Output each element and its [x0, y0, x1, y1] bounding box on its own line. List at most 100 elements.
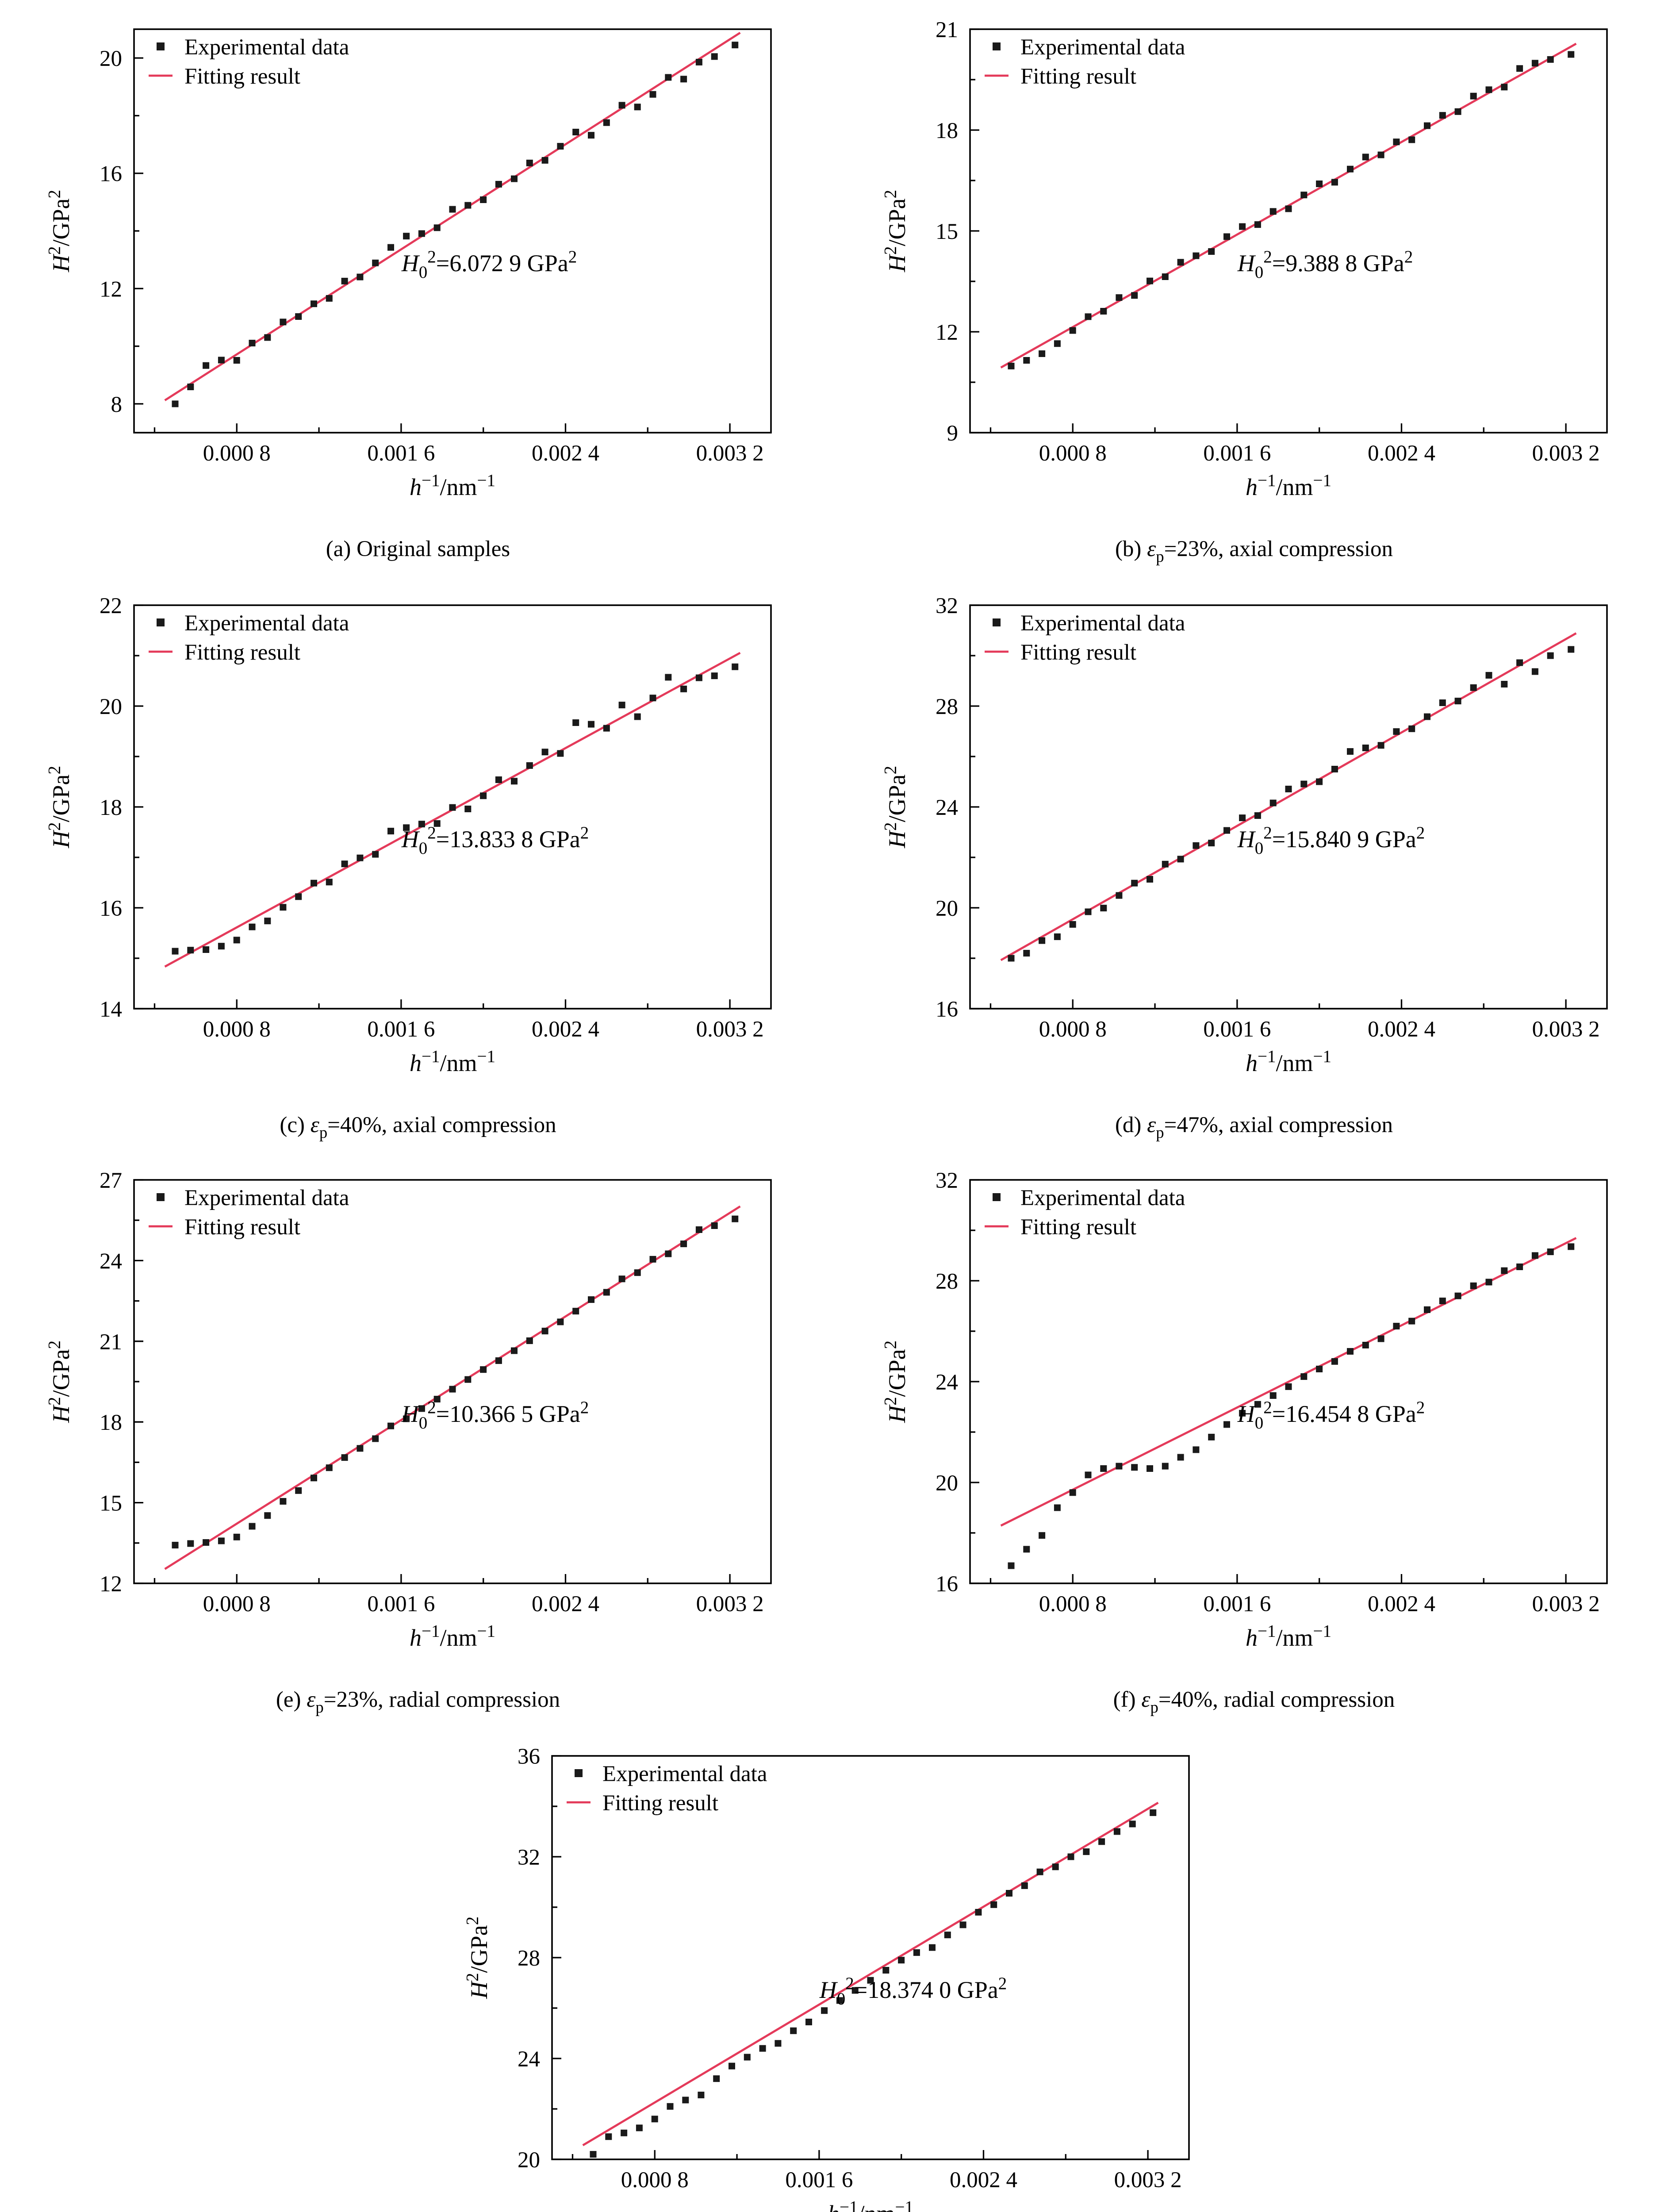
x-axis-label: h−1/nm−1: [410, 471, 495, 500]
data-point: [1098, 1838, 1105, 1845]
data-point: [172, 1542, 179, 1549]
data-point: [634, 1270, 641, 1277]
data-point: [1208, 839, 1215, 846]
legend-fitting-label: Fitting result: [1020, 640, 1136, 664]
data-point: [249, 923, 256, 930]
y-tick-label: 20: [518, 2148, 540, 2173]
data-point: [1485, 671, 1492, 678]
x-tick-label: 0.003 2: [1532, 441, 1600, 466]
data-point: [1054, 933, 1061, 940]
legend-point-marker: [157, 618, 165, 626]
y-tick-label: 24: [936, 795, 958, 820]
caption-c: (c) εp=40%, axial compression: [280, 1112, 556, 1142]
tick-labels: 0.000 8 0.001 6 0.002 4 0.003 2 16 20 24 28 32: [936, 1169, 1600, 1617]
y-tick-label: 24: [100, 1249, 122, 1274]
data-point: [233, 936, 240, 943]
data-point: [511, 175, 518, 182]
data-point: [1069, 1490, 1076, 1497]
data-point: [944, 1932, 951, 1939]
data-point: [1239, 1410, 1246, 1417]
data-point: [1331, 1358, 1338, 1365]
y-tick-label: 32: [518, 1845, 540, 1870]
data-point: [1408, 725, 1415, 732]
data-point: [1208, 1434, 1215, 1441]
data-point: [387, 244, 394, 251]
data-point: [590, 2151, 597, 2158]
data-point: [1008, 1563, 1015, 1570]
data-point: [1131, 1464, 1138, 1471]
data-point: [1054, 340, 1061, 347]
data-point: [1006, 1890, 1012, 1897]
data-point: [1285, 785, 1292, 792]
data-point: [1285, 1383, 1292, 1390]
data-point: [665, 74, 672, 81]
y-tick-label: 14: [100, 997, 122, 1022]
data-point: [588, 1297, 594, 1304]
data-point: [1100, 1466, 1107, 1473]
data-point: [680, 76, 687, 83]
y-tick-label: 16: [100, 896, 122, 921]
data-point: [1408, 1318, 1415, 1325]
y-tick-label: 9: [947, 421, 959, 446]
data-point: [218, 942, 225, 949]
data-point: [695, 58, 702, 65]
data-point: [1439, 112, 1446, 119]
legend: Experimental data Fitting result: [149, 611, 349, 664]
tick-labels: 0.000 8 0.001 6 0.002 4 0.003 2 12 15 18 21 24 27: [100, 1169, 764, 1617]
data-point: [1362, 154, 1369, 161]
data-point: [1377, 741, 1384, 749]
data-point: [264, 917, 271, 924]
y-tick-label: 12: [936, 320, 958, 345]
data-point: [557, 143, 564, 150]
data-point: [433, 224, 441, 231]
data-point: [1039, 1532, 1046, 1540]
data-point: [311, 300, 317, 307]
legend: Experimental data Fitting result: [985, 1186, 1185, 1240]
legend-experimental-label: Experimental data: [1020, 611, 1185, 635]
data-point: [1116, 294, 1123, 301]
data-point: [1069, 921, 1076, 928]
data-point: [975, 1909, 982, 1916]
data-point: [1116, 1463, 1123, 1470]
data-point: [1424, 122, 1430, 129]
y-tick-label: 28: [518, 1946, 540, 1971]
data-point: [1113, 1828, 1120, 1835]
data-point: [682, 2097, 689, 2104]
data-point: [326, 295, 333, 302]
data-point: [464, 805, 472, 812]
data-point: [1347, 165, 1354, 173]
data-point: [1316, 180, 1323, 187]
data-point: [913, 1949, 920, 1956]
chart-svg-d: 0.000 8 0.001 6 0.002 4 0.003 2 16 20 24 28 32 H2…: [882, 593, 1608, 1076]
data-point: [1362, 1342, 1369, 1349]
data-point: [541, 157, 548, 164]
legend-fitting-label: Fitting result: [184, 64, 300, 89]
data-point: [418, 230, 425, 237]
y-tick-label: 18: [100, 795, 122, 820]
data-point: [280, 903, 287, 910]
x-tick-label: 0.001 6: [367, 1017, 435, 1041]
tick-labels: 0.000 8 0.001 6 0.002 4 0.003 2 20 24 28 32 36: [518, 1744, 1182, 2193]
caption-b: (b) εp=23%, axial compression: [1115, 536, 1393, 566]
data-point: [1408, 136, 1415, 143]
data-point: [187, 946, 194, 953]
data-point: [1069, 327, 1076, 334]
data-point: [1347, 1348, 1354, 1356]
x-tick-label: 0.001 6: [1203, 1592, 1271, 1617]
legend-fitting-label: Fitting result: [1020, 64, 1136, 89]
data-point: [1067, 1853, 1074, 1860]
subplot-e: 0.000 8 0.001 6 0.002 4 0.003 2 12 15 18 21 24 27…: [0, 1164, 836, 1719]
legend-point-marker: [575, 1769, 583, 1778]
subplot-c: 0.000 8 0.001 6 0.002 4 0.003 2 14 16 18 20 22 H2…: [0, 589, 836, 1143]
data-point: [480, 196, 487, 203]
data-point: [403, 233, 410, 240]
data-point: [218, 1538, 225, 1545]
tick-labels: 0.000 8 0.001 6 0.002 4 0.003 2 14 16 18 20 22: [100, 593, 764, 1041]
data-point: [1485, 86, 1492, 93]
data-point: [1131, 292, 1138, 299]
data-point: [1100, 904, 1107, 911]
data-point: [1039, 350, 1046, 357]
data-point: [372, 1436, 379, 1443]
